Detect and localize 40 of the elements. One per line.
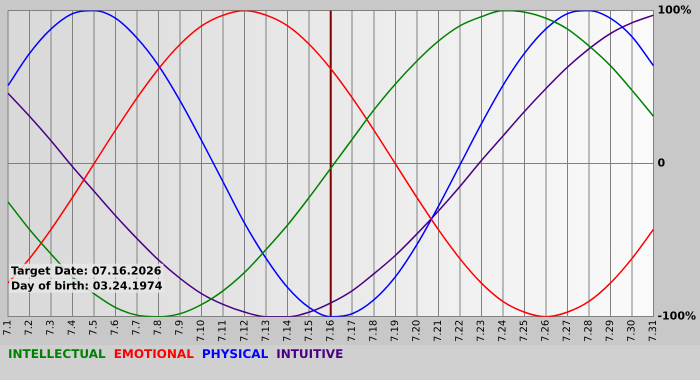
text: EMOTIONAL [114, 347, 194, 361]
text: INTELLECTUAL [8, 347, 106, 361]
text: INTUITIVE [276, 347, 344, 361]
x-tick-label: 7.30 [626, 320, 638, 342]
x-tick-label: 7.15 [304, 320, 315, 342]
x-tick-label: 7.10 [196, 320, 208, 342]
x-tick-label: 7.6 [110, 320, 122, 336]
text: PHYSICAL [202, 347, 268, 361]
x-tick-label: 7.29 [605, 320, 616, 342]
x-tick-label: 7.18 [368, 320, 380, 342]
x-tick-label: 7.23 [476, 320, 487, 342]
x-tick-label: 7.21 [432, 320, 444, 342]
x-tick-label: 7.4 [67, 320, 78, 336]
x-tick-label: 7.31 [648, 320, 660, 342]
x-tick-label: 7.28 [584, 320, 594, 342]
x-tick-label: 7.8 [153, 320, 164, 336]
y-tick-label: 0 [657, 156, 666, 170]
x-tick-label: 7.26 [540, 320, 552, 342]
x-tick-label: 7.14 [282, 320, 294, 342]
x-tick-label: 7.3 [46, 320, 57, 336]
annotation: Target Date: 07.16.2026 [11, 264, 162, 278]
x-tick-label: 7.22 [454, 320, 466, 342]
x-tick-label: 7.20 [411, 320, 422, 342]
y-tick-label: -100% [657, 310, 696, 323]
x-tick-label: 7.16 [325, 320, 336, 342]
x-tick-label: 7.27 [562, 320, 573, 342]
x-tick-label: 7.12 [239, 320, 250, 342]
x-tick-label: 7.5 [88, 320, 100, 336]
x-tick-label: 7.17 [346, 320, 358, 342]
x-tick-label: 7.19 [390, 320, 401, 342]
y-tick-label: 100% [657, 3, 692, 16]
x-tick-label: 7.11 [218, 320, 229, 342]
x-tick-label: 7.7 [132, 320, 143, 336]
x-tick-label: 7.9 [174, 320, 186, 336]
x-tick-label: 7.24 [497, 320, 508, 342]
x-tick-label: 7.25 [518, 320, 530, 342]
x-tick-label: 7.1 [2, 320, 14, 336]
annotation: Day of birth: 03.24.1974 [11, 280, 163, 293]
x-tick-label: 7.13 [260, 320, 272, 342]
x-tick-label: 7.2 [24, 320, 36, 336]
